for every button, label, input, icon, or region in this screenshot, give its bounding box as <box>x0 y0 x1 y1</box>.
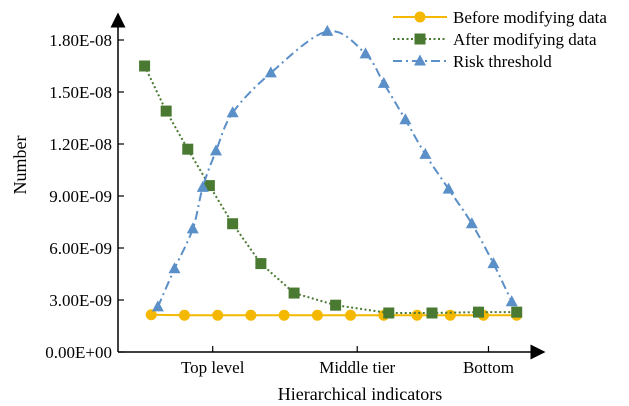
y-tick-label: 0.00E+00 <box>45 343 112 362</box>
axes <box>110 12 546 360</box>
data-point <box>511 306 523 318</box>
y-tick-label: 1.20E-08 <box>49 135 112 154</box>
series-line <box>156 30 513 308</box>
legend-label: Before modifying data <box>453 8 607 27</box>
data-point <box>212 309 224 321</box>
data-point <box>359 47 372 59</box>
y-tick-label: 3.00E-09 <box>49 291 112 310</box>
data-point <box>160 105 172 117</box>
data-point <box>426 307 438 319</box>
data-point <box>505 295 518 307</box>
y-axis-label: Number <box>10 136 30 195</box>
data-point <box>288 287 300 299</box>
data-point <box>377 76 390 88</box>
data-point <box>383 307 395 319</box>
data-point <box>182 143 194 155</box>
legend-label: Risk threshold <box>453 52 552 71</box>
data-point <box>311 309 323 321</box>
data-point <box>145 309 157 321</box>
y-tick-label: 9.00E-09 <box>49 187 112 206</box>
data-point <box>473 306 484 318</box>
data-point <box>210 144 223 156</box>
data-point <box>465 217 478 229</box>
data-point <box>178 309 190 321</box>
legend-marker <box>414 11 426 23</box>
data-point <box>321 24 334 36</box>
data-point <box>330 299 342 311</box>
legend-item: Risk threshold <box>393 52 552 71</box>
data-point <box>196 180 209 192</box>
x-tick-label: Middle tier <box>319 358 395 377</box>
series-group <box>139 24 523 321</box>
data-point <box>168 262 181 274</box>
x-tick-label: Top level <box>181 358 245 377</box>
data-point <box>255 258 267 270</box>
legend-marker <box>414 54 426 66</box>
legend-label: After modifying data <box>453 30 597 49</box>
series-3 <box>151 24 518 312</box>
data-point <box>444 309 456 321</box>
series-line <box>143 65 517 314</box>
data-point <box>399 113 412 125</box>
data-point <box>442 182 455 194</box>
x-tick-label: Bottom <box>463 358 514 377</box>
data-point <box>245 309 257 321</box>
series-line <box>151 313 517 317</box>
y-tick-label: 1.80E-08 <box>49 31 112 50</box>
data-point <box>411 309 423 321</box>
series-2 <box>139 60 523 319</box>
data-point <box>186 222 199 234</box>
legend: Before modifying data After modifying dat… <box>393 8 607 71</box>
data-point <box>264 66 277 78</box>
data-point <box>227 218 239 230</box>
tick-labels: 0.00E+00 3.00E-09 6.00E-09 9.00E-09 1.20E-08… <box>45 31 514 377</box>
y-tick-label: 1.50E-08 <box>49 83 112 102</box>
data-point <box>139 60 151 72</box>
data-point <box>203 180 215 192</box>
y-tick-label: 6.00E-09 <box>49 239 112 258</box>
data-point <box>278 309 290 321</box>
data-point <box>226 106 239 118</box>
series-1 <box>145 309 523 321</box>
legend-marker <box>414 33 426 45</box>
data-point <box>419 147 432 159</box>
x-axis-label: Hierarchical indicators <box>278 384 442 404</box>
data-point <box>151 300 164 312</box>
data-point <box>345 309 357 321</box>
legend-item: After modifying data <box>393 30 597 49</box>
data-point <box>487 257 500 269</box>
legend-item: Before modifying data <box>393 8 607 27</box>
